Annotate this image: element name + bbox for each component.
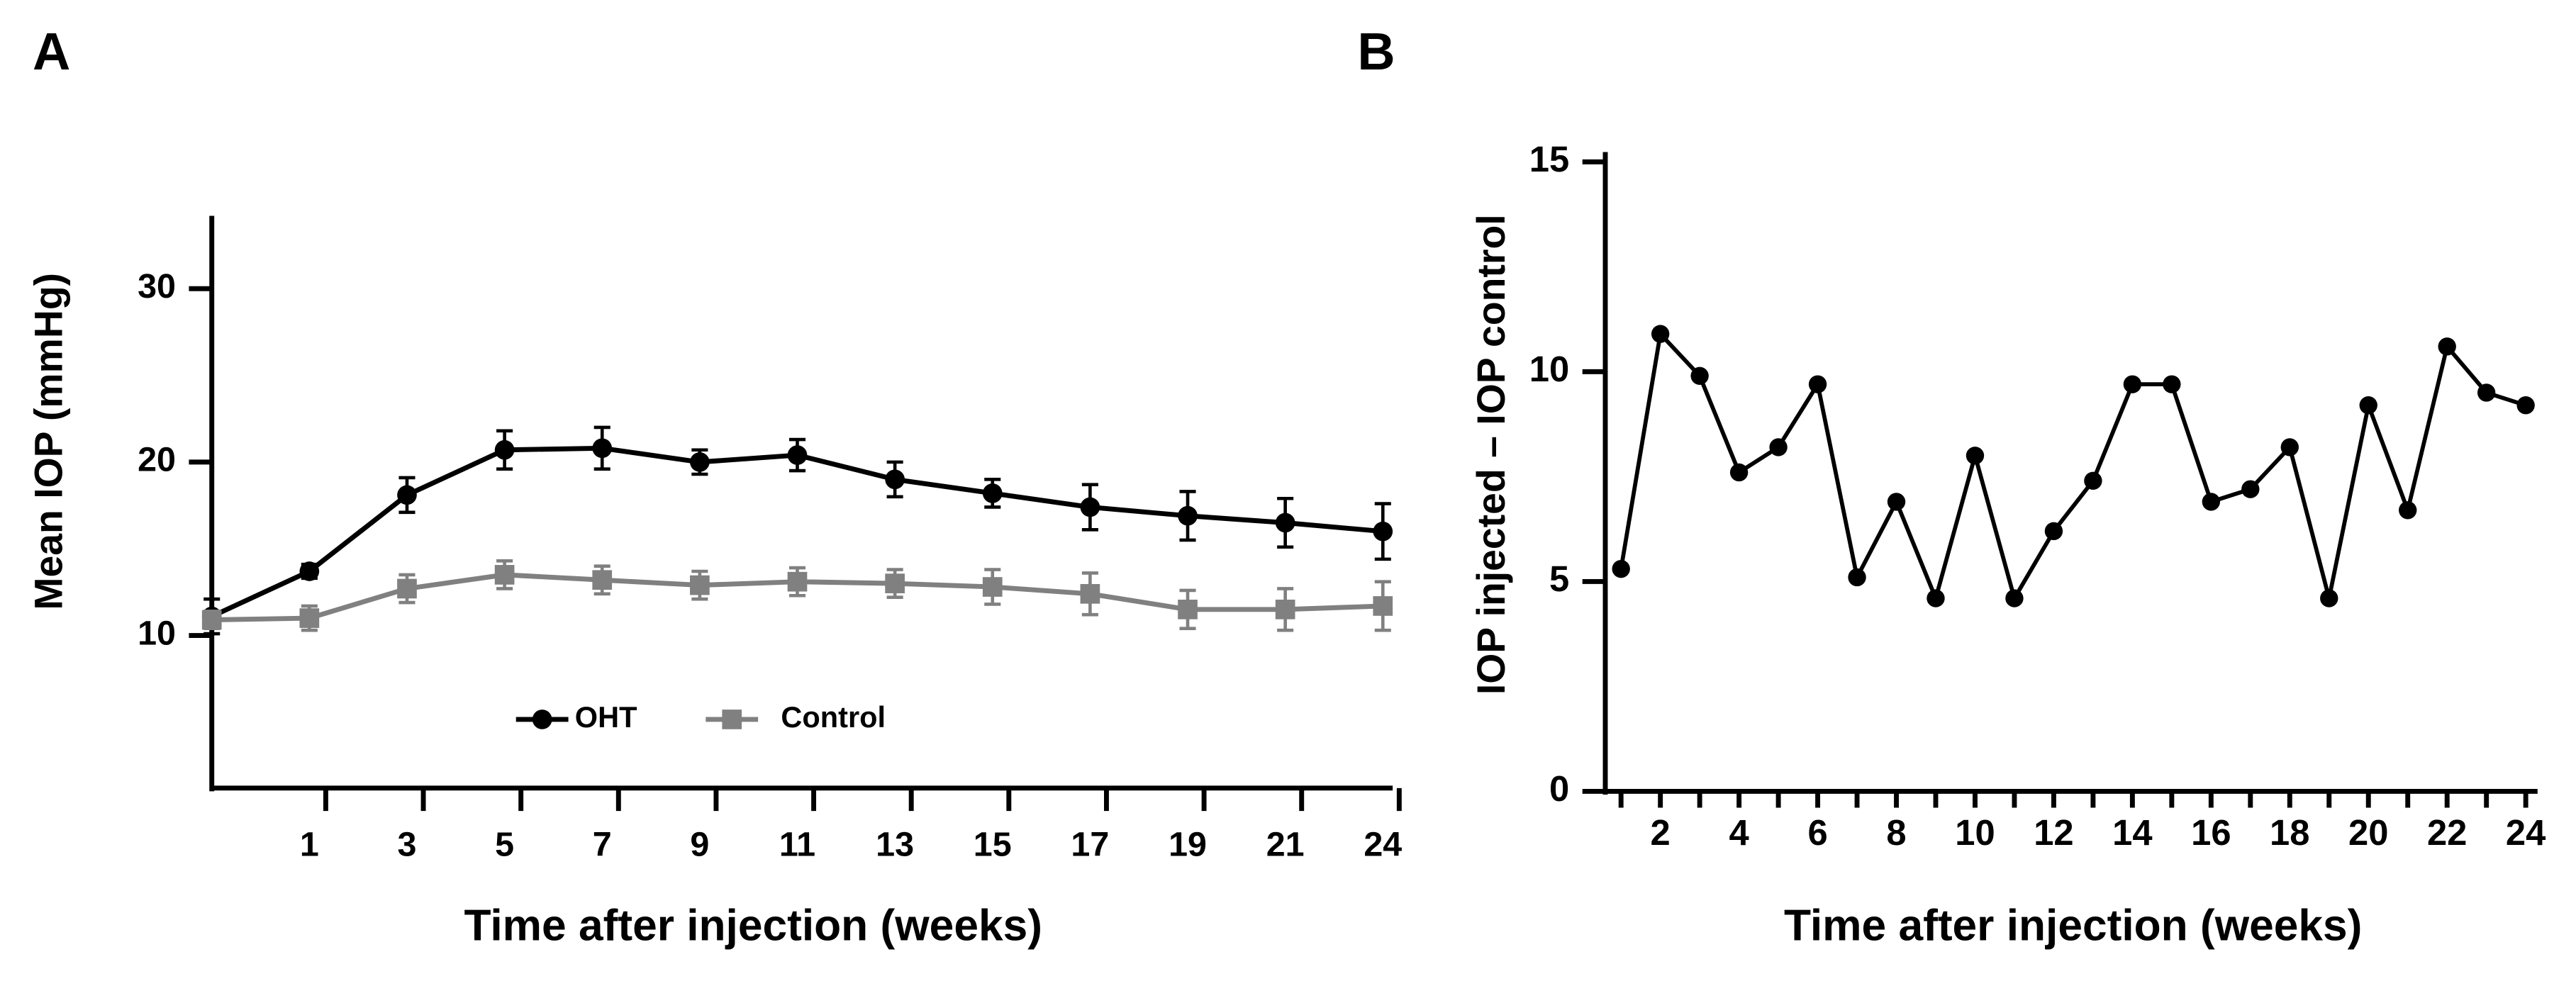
marker (2359, 396, 2377, 415)
y-axis-label: Mean IOP (mmHg) (26, 273, 70, 610)
marker (1966, 447, 1985, 465)
x-tick-label: 7 (593, 826, 612, 864)
marker (1080, 583, 1100, 604)
x-tick-label: 19 (1169, 826, 1207, 864)
x-tick-label: 2 (1651, 812, 1671, 853)
x-tick-label: 5 (495, 826, 514, 864)
legend-label: OHT (575, 700, 637, 734)
marker (1651, 325, 1670, 343)
marker (690, 452, 710, 472)
marker (2516, 396, 2535, 415)
marker (1373, 596, 1393, 616)
y-tick-label: 10 (1529, 349, 1569, 389)
marker (592, 438, 613, 459)
marker (1887, 493, 1906, 511)
y-tick-label: 5 (1549, 559, 1569, 599)
marker (532, 710, 552, 729)
marker (397, 578, 417, 599)
x-tick-label: 14 (2112, 812, 2152, 853)
marker (2163, 375, 2181, 393)
marker (1927, 589, 1945, 607)
x-tick-label: 17 (1071, 826, 1109, 864)
x-tick-label: 21 (1266, 826, 1305, 864)
x-tick-label: 22 (2427, 812, 2467, 853)
marker (2084, 471, 2102, 490)
marker (2005, 589, 2024, 607)
marker (1275, 599, 1295, 620)
marker (2123, 375, 2142, 393)
marker (1373, 521, 1393, 542)
x-tick-label: 16 (2191, 812, 2231, 853)
series-line (1619, 329, 2527, 605)
marker (2044, 522, 2063, 541)
marker (787, 445, 808, 465)
marker (1769, 438, 1788, 456)
marker (1690, 366, 1709, 385)
marker (299, 561, 320, 581)
marker (982, 483, 1003, 503)
x-tick-label: 13 (876, 826, 914, 864)
x-tick-label: 3 (397, 826, 416, 864)
marker (299, 608, 320, 628)
marker (201, 610, 222, 630)
marker (2477, 383, 2496, 402)
x-tick-label: 10 (1955, 812, 1995, 853)
marker (982, 577, 1003, 597)
marker (885, 469, 905, 490)
marker (1848, 568, 1866, 587)
x-axis-label: Time after injection (weeks) (464, 902, 1042, 951)
marker (885, 573, 905, 593)
marker (690, 575, 710, 595)
panel-label: A (33, 22, 70, 81)
marker (397, 485, 417, 505)
x-tick-label: 8 (1886, 812, 1906, 853)
marker (1729, 463, 1749, 482)
marker (2399, 501, 2417, 520)
marker (2438, 337, 2456, 356)
x-tick-label: 1 (300, 826, 319, 864)
y-axis-label: IOP injected – IOP control (1469, 214, 1513, 695)
y-tick-label: 15 (1529, 139, 1569, 179)
y-tick-label: 20 (138, 441, 176, 479)
y-tick-label: 0 (1549, 768, 1569, 809)
marker (592, 570, 613, 590)
panel-label: B (1357, 22, 1395, 81)
marker (2280, 438, 2299, 456)
x-tick-label: 4 (1729, 812, 1749, 853)
legend-label: Control (781, 700, 886, 734)
x-tick-label: 15 (974, 826, 1012, 864)
x-tick-label: 11 (779, 826, 815, 864)
marker (2241, 480, 2260, 498)
y-tick-label: 30 (138, 267, 176, 305)
y-tick-label: 10 (138, 614, 176, 652)
marker (1080, 497, 1100, 517)
marker (1178, 599, 1198, 620)
marker (1275, 512, 1295, 533)
x-tick-label: 24 (2506, 812, 2546, 853)
marker (494, 439, 515, 460)
x-tick-label: 24 (1364, 826, 1402, 864)
marker (1612, 559, 1630, 578)
marker (722, 710, 742, 729)
x-tick-label: 18 (2270, 812, 2309, 853)
marker (787, 571, 808, 592)
marker (1178, 505, 1198, 526)
marker (494, 565, 515, 585)
x-tick-label: 12 (2034, 812, 2073, 853)
x-tick-label: 6 (1807, 812, 1827, 853)
x-tick-label: 20 (2348, 812, 2388, 853)
marker (1808, 375, 1827, 393)
x-tick-label: 9 (690, 826, 709, 864)
marker (2202, 493, 2221, 511)
x-axis-label: Time after injection (weeks) (1784, 902, 2362, 951)
marker (2320, 589, 2338, 607)
